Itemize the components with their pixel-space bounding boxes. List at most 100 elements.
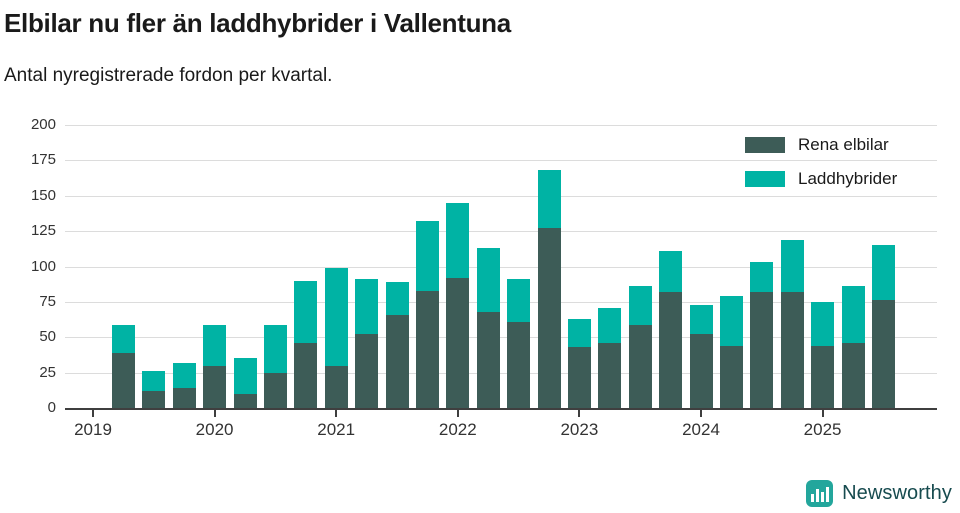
bar-2022-q3 (507, 279, 531, 408)
newsworthy-logo[interactable]: Newsworthy (806, 480, 952, 507)
bar-segment-rena-elbilar (537, 228, 561, 408)
bar-segment-rena-elbilar (111, 352, 135, 408)
bar-2020-q1 (203, 324, 227, 408)
bar-segment-laddhybrider (324, 267, 348, 366)
gridline (65, 372, 937, 374)
bar-segment-laddhybrider (507, 279, 531, 322)
bar-2019-q4 (172, 362, 196, 408)
bar-segment-rena-elbilar (355, 334, 379, 408)
bar-segment-rena-elbilar (385, 314, 409, 408)
plot-area (65, 125, 937, 410)
y-axis-tick-label: 200 (30, 116, 56, 133)
bar-segment-rena-elbilar (689, 334, 713, 408)
bar-segment-rena-elbilar (142, 391, 166, 408)
x-axis-tick-label: 2025 (803, 420, 842, 439)
x-axis-tick-label: 2021 (317, 420, 356, 439)
x-axis-tick (213, 408, 216, 417)
bar-segment-laddhybrider (111, 324, 135, 353)
bar-segment-laddhybrider (871, 245, 895, 301)
legend-swatch-rena-elbilar (745, 137, 785, 153)
legend-item-laddhybrider: Laddhybrider (745, 169, 897, 189)
brand-name: Newsworthy (842, 482, 952, 504)
bar-segment-rena-elbilar (719, 345, 743, 408)
bar-2019-q2 (111, 324, 135, 408)
legend-item-rena-elbilar: Rena elbilar (745, 135, 897, 155)
bar-2024-q1 (689, 304, 713, 408)
bar-2021-q3 (385, 282, 409, 408)
y-axis-tick-label: 150 (30, 186, 56, 204)
x-axis-tick-label: 2023 (560, 420, 599, 439)
gridline (65, 301, 937, 303)
bar-segment-rena-elbilar (811, 345, 835, 408)
bar-2021-q2 (355, 279, 379, 408)
bar-2022-q2 (476, 248, 500, 408)
bar-segment-laddhybrider (476, 248, 500, 312)
y-axis-tick-label: 100 (30, 257, 56, 275)
bar-2020-q4 (294, 280, 318, 408)
x-axis-tick (578, 408, 581, 417)
bar-segment-laddhybrider (233, 358, 257, 394)
bar-segment-rena-elbilar (507, 321, 531, 408)
bar-segment-laddhybrider (719, 296, 743, 346)
bar-segment-rena-elbilar (203, 365, 227, 408)
bar-segment-rena-elbilar (567, 347, 591, 408)
gridline (65, 125, 937, 126)
chart-title: Elbilar nu fler än laddhybrider i Vallen… (4, 8, 511, 38)
x-axis-tick (456, 408, 459, 417)
bar-2023-q3 (628, 286, 652, 408)
bar-2025-q1 (811, 301, 835, 408)
bar-segment-laddhybrider (659, 250, 683, 292)
bar-segment-laddhybrider (628, 286, 652, 325)
gridline (65, 160, 937, 162)
bar-segment-laddhybrider (567, 318, 591, 348)
gridline (65, 195, 937, 197)
bar-2020-q2 (233, 358, 257, 408)
gridline (65, 231, 937, 233)
bar-2024-q4 (780, 239, 804, 408)
bar-2025-q2 (841, 286, 865, 408)
bar-segment-rena-elbilar (294, 342, 318, 408)
bar-segment-laddhybrider (780, 239, 804, 292)
bar-segment-laddhybrider (294, 280, 318, 343)
legend-label-rena-elbilar: Rena elbilar (798, 135, 889, 154)
footer: Newsworthy (806, 480, 952, 507)
y-axis-tick-label: 25 (39, 363, 56, 381)
bar-2024-q3 (750, 262, 774, 408)
bar-2021-q4 (415, 221, 439, 408)
bar-segment-laddhybrider (689, 304, 713, 335)
legend-label-laddhybrider: Laddhybrider (798, 169, 898, 188)
bar-segment-laddhybrider (415, 221, 439, 291)
bar-segment-laddhybrider (385, 282, 409, 315)
bar-2022-q1 (446, 202, 470, 408)
bar-segment-laddhybrider (446, 202, 470, 278)
bar-segment-laddhybrider (355, 279, 379, 335)
bar-segment-laddhybrider (263, 324, 287, 373)
x-axis-tick-label: 2020 (195, 420, 234, 439)
bar-segment-rena-elbilar (750, 291, 774, 408)
x-axis-tick-label: 2024 (682, 420, 720, 439)
bar-segment-laddhybrider (841, 286, 865, 343)
gridline (65, 266, 937, 268)
gridline (65, 337, 937, 339)
x-axis-tick (700, 408, 702, 417)
y-axis-tick-label: 175 (30, 151, 56, 169)
bar-2021-q1 (324, 267, 348, 408)
infographic: Elbilar nu fler än laddhybrider i Vallen… (0, 8, 960, 513)
bar-segment-rena-elbilar (172, 388, 196, 408)
bar-segment-laddhybrider (811, 301, 835, 346)
bar-segment-rena-elbilar (324, 365, 348, 408)
bar-segment-rena-elbilar (233, 393, 257, 408)
x-axis-tick-label: 2019 (74, 420, 112, 439)
y-axis-tick-label: 50 (39, 328, 56, 346)
legend-swatch-laddhybrider (745, 171, 785, 187)
bar-2024-q2 (719, 296, 743, 408)
bar-segment-laddhybrider (537, 170, 561, 229)
bar-2023-q1 (567, 318, 591, 408)
x-axis-tick-label: 2022 (438, 420, 477, 439)
chart-legend: Rena elbilar Laddhybrider (745, 135, 897, 203)
bar-segment-rena-elbilar (780, 291, 804, 408)
bar-2022-q4 (537, 170, 561, 408)
bar-segment-laddhybrider (203, 324, 227, 366)
x-axis-tick (92, 408, 94, 417)
bar-segment-rena-elbilar (263, 372, 287, 408)
